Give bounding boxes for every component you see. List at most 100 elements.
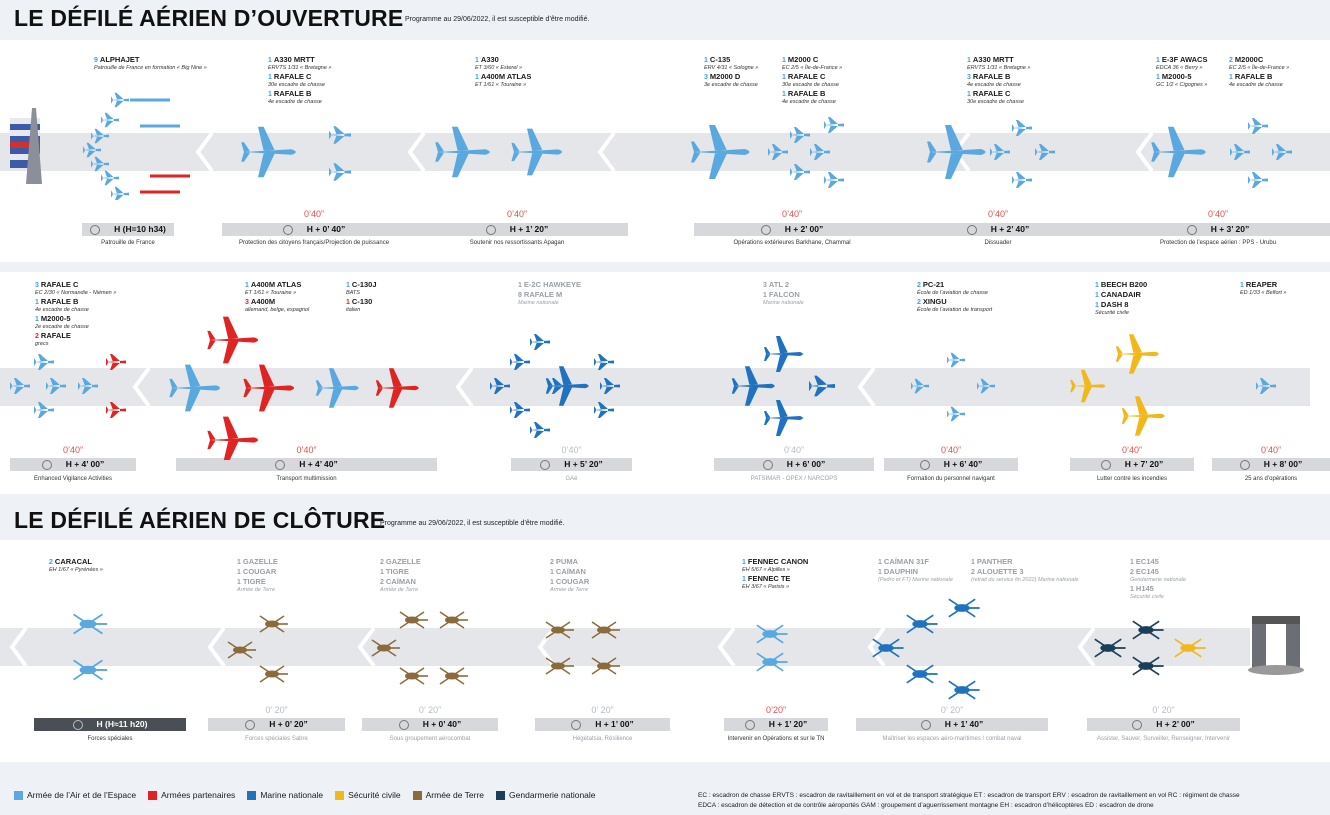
time-bar: H + 6’ 40” [884, 458, 1018, 471]
mission-caption: 25 ans d’opérations [1244, 476, 1298, 482]
aircraft-entry: 1 E-3F AWACS EDCA 36 « Berry » [1156, 55, 1266, 72]
aircraft-unit: Marine nationale [518, 300, 559, 306]
fighter-icon [594, 402, 614, 418]
clock-icon [919, 459, 930, 470]
aircraft-name: EC145 [1135, 567, 1159, 576]
time-bar: H + 7’ 20” [1070, 458, 1194, 471]
aircraft-name: RAFALE B [972, 72, 1011, 81]
aircraft-name: C-130 [351, 297, 373, 306]
aircraft-count: 1 [237, 579, 241, 586]
c130j-icon [315, 368, 359, 408]
fighter-icon [1012, 120, 1032, 136]
smoke-trail [140, 190, 180, 194]
aircraft-entry: 2 PUMA [550, 557, 660, 567]
aircraft-count: 2 [380, 579, 384, 586]
aircraft-entry: 1 RAFALE B 4e escadre de chasse [782, 89, 892, 106]
row3-group-5-info: 1 CAÏMAN 31F 1 DAUPHIN (Pedro et FT) Marine … [878, 557, 988, 584]
alphajet-icon [110, 186, 130, 200]
aircraft-name: RAFALE M [523, 290, 563, 299]
aircraft-count: 3 [704, 74, 708, 81]
mission-caption: Forces spéciales Sabre [245, 736, 308, 742]
legend-swatch [14, 790, 23, 800]
aircraft-unit: EDCA 36 « Berry » [1156, 65, 1203, 71]
time-label: H + 5’ 20” [564, 459, 603, 469]
aircraft-entry: 1 C-135 ERV 4/31 « Sologne » [704, 55, 814, 72]
aircraft-unit: 4e escadre de chasse [1229, 82, 1283, 88]
aircraft-name: PANTHER [976, 557, 1013, 566]
fighter-icon [1035, 144, 1055, 160]
interval-timer: 0’ 20” [940, 705, 964, 715]
aircraft-name: GAZELLE [242, 557, 278, 566]
legend-label: Gendarmerie nationale [509, 790, 596, 800]
aircraft-count: 1 [1130, 559, 1134, 566]
aircraft-unit: 30e escadre de chasse [782, 82, 839, 88]
aircraft-count: 1 [237, 569, 241, 576]
aircraft-unit: Sécurité civile [1130, 594, 1164, 600]
caracal-icon [73, 613, 108, 635]
a330-mrtt-icon [927, 125, 986, 179]
aircraft-name: RAFALE B [40, 297, 79, 306]
a400m-icon [207, 316, 259, 364]
aircraft-entry: 1 A330 MRTT ERVTS 1/31 « Bretagne » [967, 55, 1077, 72]
aircraft-unit: 4e escadre de chasse [967, 82, 1021, 88]
helicopter-icon [399, 611, 428, 629]
clock-icon [282, 224, 293, 235]
a400m-icon [207, 416, 259, 460]
fighter-icon [1248, 172, 1268, 188]
aircraft-name: RAFALE B [1234, 72, 1273, 81]
aircraft-name: C-135 [709, 55, 731, 64]
fennec-icon [756, 624, 788, 644]
legend-label: Marine nationale [260, 790, 324, 800]
legend-label: Armée de Terre [425, 790, 485, 800]
awacs-icon [1151, 126, 1206, 178]
aircraft-count: 2 [917, 299, 921, 306]
aircraft-unit: EH 5/67 « Alpilles » [742, 567, 790, 573]
interval-timer: 0’40” [62, 445, 83, 455]
legend: Armée de l’Air et de l’Espace Armées part… [14, 790, 596, 800]
legend-item: Sécurité civile [335, 790, 401, 800]
beech-icon [1070, 369, 1106, 403]
aircraft-name: C-130J [351, 280, 377, 289]
aircraft-count: 3 [763, 282, 767, 289]
interval-timer: 0’20” [765, 705, 786, 715]
aircraft-entry: 2 M2000C EC 2/5 « Île-de-France » [1229, 55, 1330, 72]
legend-swatch [148, 790, 158, 800]
aircraft-entry: 1 GAZELLE [237, 557, 347, 567]
fighter-icon [34, 402, 54, 418]
aircraft-count: 1 [475, 74, 479, 81]
canadair-icon [1115, 334, 1159, 374]
clock-icon [760, 224, 771, 235]
aircraft-unit: EH 1/67 « Pyrénées » [49, 567, 103, 573]
interval-timer: 0’40” [940, 445, 961, 455]
row3-aircraft [9, 598, 1206, 700]
closing-title: LE DÉFILÉ AÉRIEN DE CLÔTURE [14, 507, 386, 533]
direction-chevron-icon [455, 366, 474, 408]
time-bar: H + 2’ 00” [694, 223, 890, 236]
aircraft-unit: EC 2/5 « Île-de-France » [782, 65, 843, 71]
time-label: H + 1’ 20” [509, 224, 549, 234]
row1-group-2-info: 1 A330 ET 3/60 « Esterel » 1 A400M ATLAS ET 1… [475, 55, 585, 89]
aircraft-unit: 4e escadre de chasse [268, 99, 322, 105]
aircraft-count: 2 [1130, 569, 1134, 576]
aircraft-entry: 2 CAÏMAN Armée de Terre [380, 577, 490, 594]
aircraft-entry: 1 REAPER ED 1/33 « Belfort » [1240, 280, 1330, 297]
aircraft-unit: École de l’aviation de chasse [917, 290, 988, 296]
interval-timer: 0’40” [296, 445, 317, 455]
aircraft-unit: ERVTS 1/31 « Bretagne » [268, 65, 332, 71]
aircraft-count: 1 [878, 559, 882, 566]
interval-timer: 0’40” [781, 209, 802, 219]
aircraft-count: 2 [550, 559, 554, 566]
fighter-icon [329, 163, 351, 181]
aircraft-entry: 3 M2000 D 3e escadre de chasse [704, 72, 814, 89]
aircraft-unit: Patrouille de France en formation « Big … [94, 65, 207, 71]
clock-icon [744, 719, 755, 730]
time-bar: H + 1’ 20” [406, 223, 628, 236]
aircraft-count: 1 [268, 57, 272, 64]
aircraft-entry: 1 A400M ATLAS ET 1/61 « Touraine » [475, 72, 585, 89]
helicopter-icon [545, 621, 574, 639]
hawkeye-icon [545, 366, 589, 406]
legend-item: Armées partenaires [148, 790, 235, 800]
aircraft-entry: 2 PC-21 École de l’aviation de chasse [917, 280, 1027, 297]
aircraft-unit: GC 1/2 « Cigognes » [1156, 82, 1208, 88]
aircraft-name: A400M [250, 297, 276, 306]
